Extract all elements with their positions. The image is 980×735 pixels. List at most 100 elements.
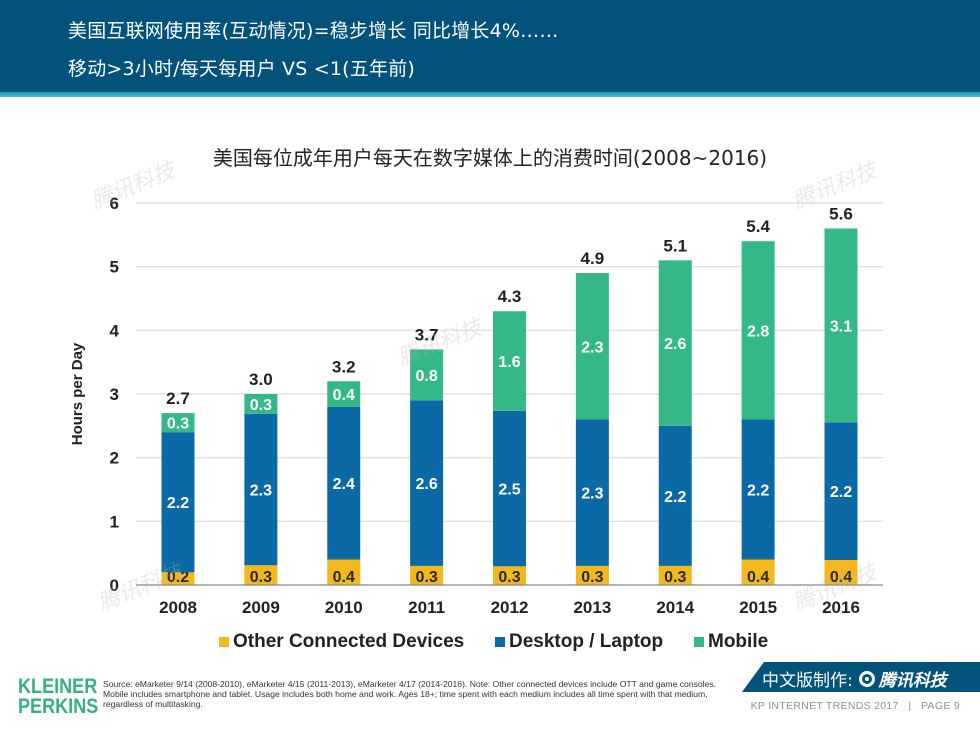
- bar-2012: 0.3 2.5 1.6 4.3: [493, 287, 526, 586]
- legend-label-other: Other Connected Devices: [233, 631, 465, 652]
- segment-value-label: 0.3: [581, 569, 603, 586]
- legend-item-other: Other Connected Devices: [219, 631, 464, 653]
- segment-value-label: 0.3: [167, 416, 189, 433]
- bar-segment-other: [493, 566, 526, 585]
- bar-total-label: 5.1: [663, 236, 687, 255]
- bar-segment-desktop: [493, 410, 526, 567]
- segment-value-label: 2.2: [664, 489, 686, 506]
- chart-title: 美国每位成年用户每天在数字媒体上的消费时间(2008~2016): [212, 146, 768, 170]
- segment-value-label: 0.8: [416, 368, 438, 385]
- bar-segment-desktop: [410, 400, 444, 566]
- segment-value-label: 2.3: [581, 339, 603, 356]
- segment-value-label: 2.3: [250, 483, 272, 500]
- logo-line-2: PERKINS: [18, 695, 99, 718]
- bar-total-label: 3.0: [249, 370, 273, 389]
- segment-value-label: 0.3: [250, 397, 272, 414]
- badge-brand: 腾讯科技: [878, 671, 947, 691]
- y-axis-ticks: 0 1 2 3 4 5 6: [110, 194, 120, 595]
- segment-value-label: 2.2: [747, 483, 769, 500]
- y-tick-label: 2: [110, 449, 119, 468]
- bar-2010: 0.4 2.4 0.4 3.2: [327, 357, 361, 586]
- x-axis-labels: 2008 2009 2010 2011 2012 2013 2014 2015 2016: [159, 598, 860, 617]
- x-tick-label: 2013: [573, 598, 611, 617]
- bar-segment-other: [244, 565, 278, 585]
- bar-segment-mobile: [161, 413, 195, 433]
- bar-segment-mobile: [493, 311, 526, 411]
- bar-segment-other: [327, 559, 361, 585]
- page-footer: KP INTERNET TRENDS 2017 | PAGE 9: [748, 700, 960, 712]
- headline-line-2: 移动>3小时/每天每用户 VS <1(五年前): [68, 58, 415, 80]
- bar-segment-mobile: [824, 228, 858, 423]
- bar-segment-desktop: [575, 419, 609, 566]
- bar-segment-desktop: [244, 413, 278, 566]
- y-tick-label: 0: [110, 576, 119, 595]
- x-tick-label: 2016: [822, 598, 860, 617]
- segment-value-label: 0.3: [498, 569, 520, 586]
- tencent-logo-icon: [858, 670, 875, 687]
- bar-segment-other: [741, 559, 775, 585]
- kleiner-perkins-logo: KLEINER PERKINS: [18, 675, 99, 718]
- bar-total-label: 4.9: [581, 249, 605, 268]
- bar-segment-mobile: [244, 394, 278, 414]
- bar-2013: 0.3 2.3 2.3 4.9: [575, 249, 609, 586]
- segment-value-label: 2.6: [416, 476, 438, 493]
- legend: Other Connected Devices Desktop / Laptop…: [0, 631, 980, 655]
- bar-segment-mobile: [741, 241, 775, 420]
- legend-swatch-mobile: [694, 637, 704, 647]
- y-tick-label: 6: [110, 194, 119, 213]
- segment-value-label: 2.4: [333, 476, 355, 493]
- x-tick-label: 2011: [408, 598, 445, 617]
- segment-value-label: 0.4: [333, 387, 355, 404]
- segment-value-label: 0.3: [416, 569, 438, 586]
- segment-value-label: 2.6: [664, 336, 686, 353]
- logo-line-1: KLEINER: [18, 675, 98, 698]
- y-tick-label: 5: [110, 258, 119, 277]
- x-tick-label: 2012: [491, 598, 529, 617]
- bar-2009: 0.3 2.3 0.3 3.0: [244, 370, 278, 586]
- segment-value-label: 0.2: [167, 569, 189, 586]
- segment-value-label: 0.4: [747, 569, 769, 586]
- x-tick-label: 2009: [242, 598, 280, 617]
- page-number: PAGE 9: [921, 700, 960, 712]
- legend-label-desktop: Desktop / Laptop: [509, 631, 664, 652]
- y-tick-label: 3: [110, 385, 119, 404]
- legend-item-desktop: Desktop / Laptop: [495, 631, 663, 653]
- bar-segment-mobile: [575, 273, 609, 420]
- y-axis-title: Hours per Day: [69, 342, 86, 445]
- segment-value-label: 0.4: [830, 569, 852, 586]
- header-banner: [0, 0, 980, 92]
- bar-total-label: 4.3: [498, 287, 522, 306]
- legend-swatch-desktop: [495, 637, 505, 647]
- segment-value-label: 2.2: [830, 484, 852, 501]
- footer-separator: |: [908, 700, 912, 712]
- legend-swatch-other: [219, 637, 229, 647]
- bar-segment-mobile: [658, 260, 692, 426]
- x-tick-label: 2010: [325, 598, 363, 617]
- bar-total-label: 3.7: [415, 325, 439, 344]
- segment-value-label: 2.3: [581, 486, 603, 503]
- y-tick-label: 1: [110, 512, 119, 531]
- source-note: Source: eMarketer 9/14 (2008-2010), eMar…: [103, 679, 717, 709]
- bar-2015: 0.4 2.2 2.8 5.4: [741, 217, 775, 586]
- bar-segment-desktop: [824, 422, 858, 560]
- headline-line-1: 美国互联网使用率(互动情况)=稳步增长 同比增长4%……: [68, 20, 559, 42]
- segment-value-label: 0.3: [664, 569, 686, 586]
- badge-prefix: 中文版制作:: [762, 671, 853, 691]
- header-stripe: [0, 92, 980, 97]
- segment-value-label: 2.8: [747, 323, 769, 340]
- legend-item-mobile: Mobile: [694, 631, 768, 653]
- bar-total-label: 5.4: [746, 217, 770, 236]
- segment-value-label: 0.3: [250, 569, 272, 586]
- bar-segment-mobile: [410, 349, 444, 401]
- bar-segment-other: [161, 572, 195, 585]
- legend-label-mobile: Mobile: [708, 631, 769, 652]
- bar-2016: 0.4 2.2 3.1 5.6: [824, 204, 858, 586]
- bar-segment-mobile: [327, 381, 361, 407]
- bar-segment-other: [575, 565, 609, 585]
- bar-total-label: 5.6: [829, 204, 853, 223]
- report-name: KP INTERNET TRENDS 2017: [750, 700, 899, 712]
- bar-2014: 0.3 2.2 2.6 5.1: [658, 236, 692, 586]
- segment-value-label: 1.6: [498, 354, 520, 371]
- x-tick-label: 2015: [739, 598, 777, 617]
